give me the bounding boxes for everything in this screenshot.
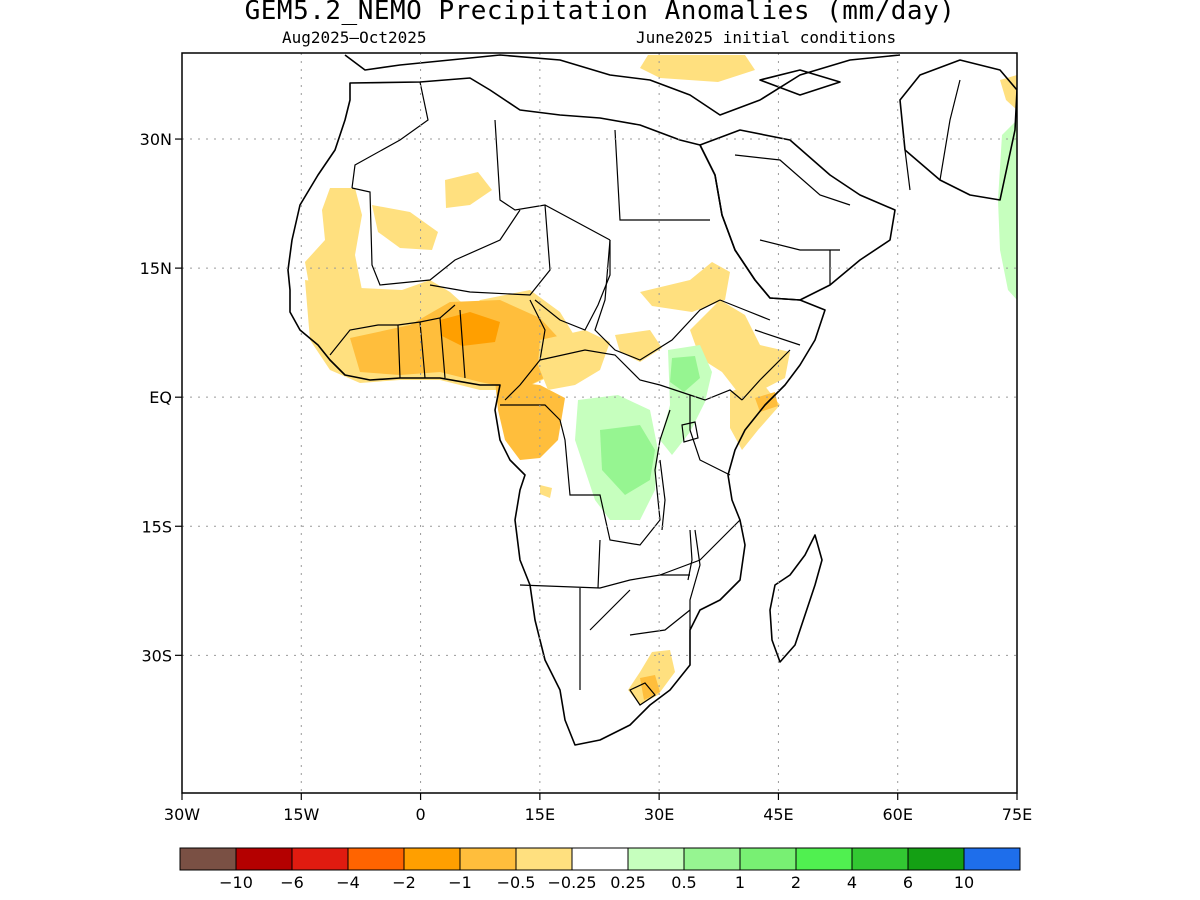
lake-tanganyika <box>659 459 666 531</box>
colorbar-label: 0.25 <box>610 873 646 892</box>
lake-victoria <box>681 421 699 443</box>
coastlines <box>287 54 1017 746</box>
colorbar-swatch <box>515 847 573 871</box>
country-borders <box>329 79 961 706</box>
lon-tick-label: 15E <box>525 805 555 824</box>
colorbar-swatch <box>571 847 629 871</box>
border-middle-east <box>904 79 961 191</box>
border-niger-chad <box>429 204 551 296</box>
border-angola-namibia <box>519 539 690 589</box>
border-horn <box>719 299 801 401</box>
lat-tick-label: 30S <box>141 646 172 665</box>
black-sea-coastline <box>759 69 841 96</box>
lon-tick-label: 15W <box>283 805 319 824</box>
border-mali <box>351 187 521 286</box>
map-grid <box>182 53 1017 793</box>
madagascar-coastline <box>769 534 823 663</box>
anomaly-shading <box>305 55 1017 705</box>
colorbar-swatch <box>179 847 237 871</box>
initial-conditions: June2025 initial conditions <box>636 28 897 47</box>
colorbar-label: −0.25 <box>547 873 596 892</box>
colorbar-label: −2 <box>392 873 416 892</box>
colorbar-label: 2 <box>791 873 801 892</box>
colorbar-swatch <box>347 847 405 871</box>
anomaly-area-sahara-north <box>445 172 492 208</box>
lon-tick-label: 60E <box>882 805 912 824</box>
arabia-coastline <box>699 129 896 301</box>
colorbar-swatch <box>235 847 293 871</box>
anomaly-area-sudan <box>640 262 730 312</box>
colorbar-swatch <box>851 847 909 871</box>
lat-tick-label: 15N <box>140 259 172 278</box>
border-egypt-sudan <box>594 239 721 361</box>
forecast-period: Aug2025–Oct2025 <box>282 28 427 47</box>
asia-coastline <box>899 59 1017 201</box>
border-east-africa <box>659 384 743 476</box>
anomaly-area-chad-south <box>615 330 662 362</box>
colorbar-swatch <box>403 847 461 871</box>
lon-tick-label: 75E <box>1002 805 1032 824</box>
lake-malawi <box>687 529 693 581</box>
anomaly-area-mauritania <box>305 188 362 300</box>
anomaly-area-ethiopia <box>690 300 790 392</box>
anomaly-area-congo-wet-core <box>600 425 655 495</box>
lon-tick-label: 30W <box>164 805 200 824</box>
colorbar-swatch <box>963 847 1021 871</box>
colorbar-label: 4 <box>847 873 857 892</box>
lon-tick-label: 0 <box>415 805 425 824</box>
colorbar-labels: −10 −6 −4 −2 −1 −0.5 −0.25 0.25 0.5 1 2 4 6 10 <box>219 873 974 892</box>
anomaly-area-east-africa-wet-core <box>670 356 700 392</box>
anomaly-area-angola-coast <box>540 485 552 498</box>
lat-tick-label: 15S <box>141 517 172 536</box>
border-west-africa-2 <box>397 309 466 379</box>
colorbar-label: 0.5 <box>671 873 696 892</box>
anomaly-area-central-africa <box>538 330 610 390</box>
lat-tick-label: EQ <box>149 388 172 407</box>
anomaly-area-south-africa-core <box>640 675 660 700</box>
colorbar-label: −6 <box>280 873 304 892</box>
colorbar-swatch <box>907 847 965 871</box>
colorbar-swatch <box>291 847 349 871</box>
border-southern-africa <box>579 519 741 690</box>
anomaly-area-nigeria-core <box>440 312 500 346</box>
lon-tick-label: 45E <box>763 805 793 824</box>
anomaly-area-pakistan <box>1000 75 1017 110</box>
lat-tick-label: 30N <box>140 130 172 149</box>
anomaly-area-india-coast <box>998 120 1017 300</box>
colorbar-swatch <box>627 847 685 871</box>
colorbar-label: −10 <box>219 873 253 892</box>
colorbar-label: 6 <box>903 873 913 892</box>
axis-ticks <box>175 138 1018 800</box>
lesotho-outline <box>629 682 656 706</box>
colorbar-label: −4 <box>336 873 360 892</box>
colorbar-swatch <box>683 847 741 871</box>
border-libya-egypt <box>614 129 710 221</box>
colorbar-label: −1 <box>448 873 472 892</box>
border-congo <box>500 404 671 546</box>
anomaly-area-gulf-guinea <box>495 380 565 460</box>
colorbar-legend <box>179 847 1021 871</box>
map-title: GEM5.2_NEMO Precipitation Anomalies (mm/… <box>244 0 956 26</box>
europe-coastline <box>344 54 901 116</box>
border-chad <box>534 240 611 331</box>
axis-labels: 30W 15W 0 15E 30E 45E 60E 75E 30N 15N EQ 15S 30S <box>140 130 1033 824</box>
border-mozambique <box>689 529 701 630</box>
border-arabia <box>734 154 851 285</box>
anomaly-area-mediterranean <box>640 55 755 82</box>
anomaly-area-west-africa <box>350 300 565 390</box>
colorbar-swatch <box>739 847 797 871</box>
colorbar-label: 1 <box>735 873 745 892</box>
colorbar-label: 10 <box>954 873 974 892</box>
colorbar-swatch <box>795 847 853 871</box>
lon-tick-label: 30E <box>644 805 674 824</box>
anomaly-area-mali-north <box>372 205 438 250</box>
colorbar-swatch <box>459 847 517 871</box>
border-maghreb <box>351 81 429 189</box>
anomaly-area-somalia <box>730 380 780 450</box>
map-frame <box>181 52 1018 794</box>
border-car <box>539 349 661 386</box>
border-algeria-libya <box>494 119 611 241</box>
colorbar-label: −0.5 <box>497 873 536 892</box>
